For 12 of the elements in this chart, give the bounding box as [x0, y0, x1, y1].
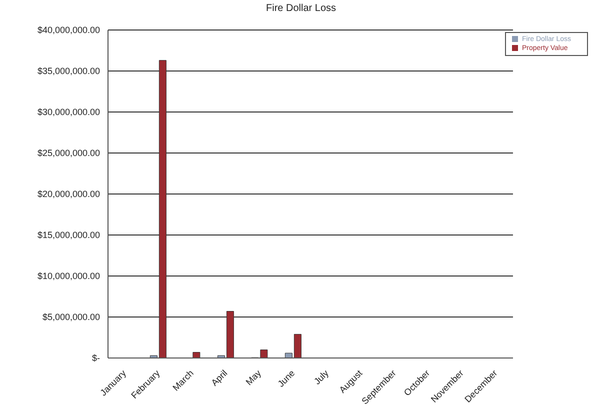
y-tick-label: $40,000,000.00	[37, 25, 100, 36]
y-tick-label: $30,000,000.00	[37, 107, 100, 118]
y-tick-label: $-	[92, 353, 100, 364]
x-tick-label: July	[312, 368, 331, 386]
y-tick-label: $15,000,000.00	[37, 230, 100, 240]
y-tick-label: $25,000,000.00	[37, 148, 100, 158]
y-tick-label: $35,000,000.00	[37, 66, 100, 76]
y-tick-label: $5,000,000.00	[42, 312, 100, 322]
x-tick-label: May	[244, 368, 264, 388]
y-tick-label: $20,000,000.00	[37, 189, 100, 200]
y-tick-label: $10,000,000.00	[37, 271, 100, 282]
chart-title: Fire Dollar Loss	[264, 3, 338, 14]
